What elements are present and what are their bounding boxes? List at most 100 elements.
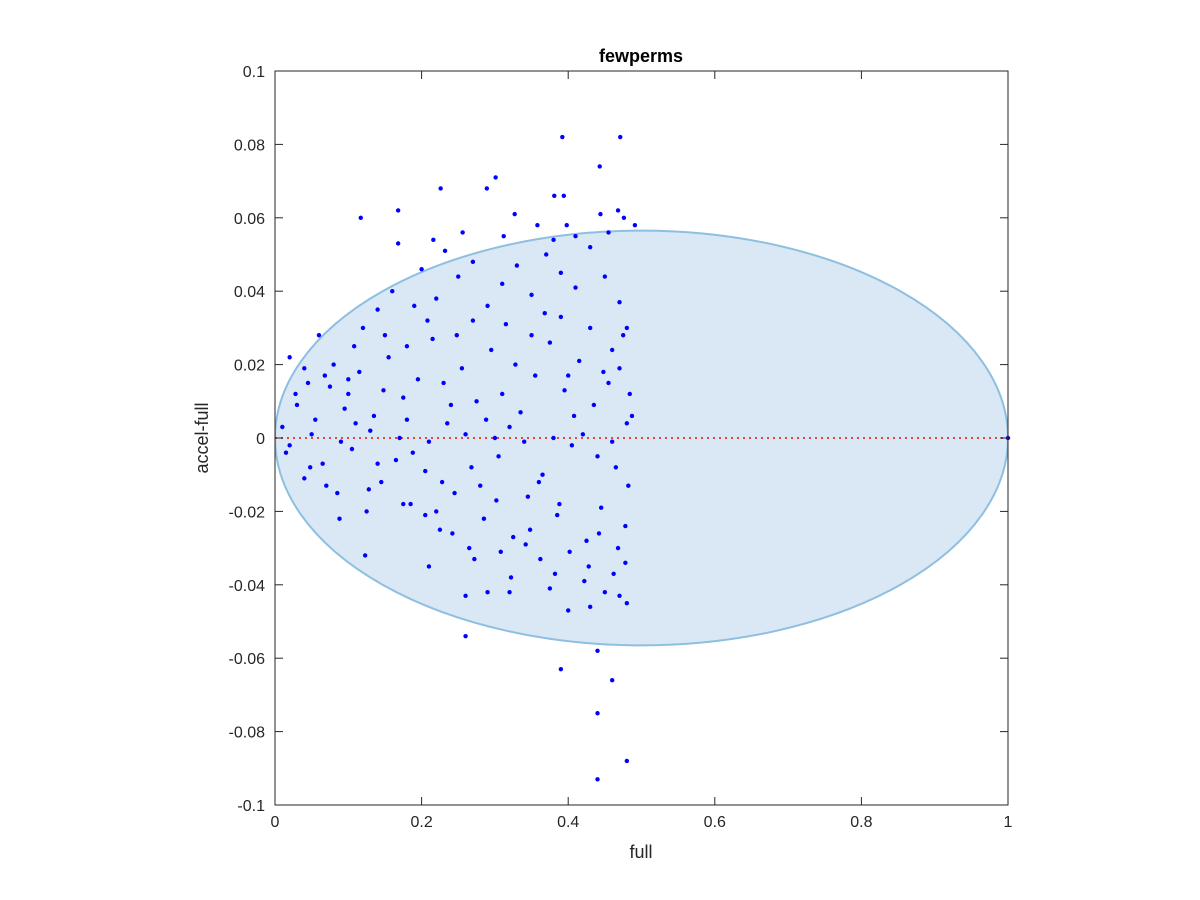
- data-point: [485, 303, 490, 309]
- data-point: [595, 777, 600, 782]
- data-point: [307, 465, 313, 470]
- data-point: [484, 186, 490, 191]
- data-point: [527, 527, 533, 532]
- data-point: [313, 417, 318, 422]
- data-point: [423, 468, 428, 474]
- data-point: [551, 237, 556, 243]
- data-point: [580, 432, 586, 437]
- data-point: [302, 476, 307, 481]
- data-point: [360, 325, 366, 331]
- data-point: [602, 274, 608, 279]
- data-point: [463, 633, 468, 639]
- data-point: [544, 252, 549, 257]
- data-point: [609, 347, 615, 353]
- data-point: [371, 413, 377, 419]
- data-point: [513, 362, 518, 367]
- data-point: [460, 230, 465, 235]
- data-point: [425, 318, 430, 323]
- data-point: [450, 531, 455, 536]
- data-point: [375, 307, 380, 312]
- data-point: [558, 270, 564, 276]
- data-point: [627, 391, 632, 397]
- y-tick-label: -0.04: [229, 578, 266, 595]
- data-point: [507, 424, 512, 430]
- data-point: [573, 233, 578, 239]
- data-point: [560, 134, 565, 140]
- data-point: [353, 421, 358, 426]
- data-point: [542, 311, 547, 316]
- data-point: [397, 435, 402, 441]
- data-point: [408, 501, 413, 507]
- data-point: [324, 483, 329, 488]
- data-point: [623, 523, 628, 529]
- data-point: [501, 233, 506, 239]
- data-point: [602, 589, 608, 595]
- data-point: [624, 421, 630, 426]
- data-point: [331, 362, 336, 367]
- x-tick-label: 1: [1004, 814, 1013, 831]
- data-point: [445, 421, 450, 426]
- data-point: [518, 410, 523, 415]
- data-point: [629, 413, 635, 419]
- data-point: [573, 285, 578, 290]
- y-tick-label: 0.1: [243, 64, 265, 81]
- data-point: [404, 344, 410, 349]
- data-point: [423, 512, 428, 518]
- data-point: [552, 193, 557, 198]
- y-tick-label: -0.06: [229, 651, 266, 668]
- data-point: [500, 391, 505, 397]
- data-point: [390, 289, 395, 294]
- data-point: [503, 322, 509, 327]
- y-tick-label: 0: [256, 431, 265, 448]
- data-point: [609, 439, 615, 444]
- y-tick-label: 0.08: [234, 137, 265, 154]
- data-point: [327, 384, 333, 389]
- data-point: [598, 211, 603, 217]
- data-point: [470, 259, 476, 265]
- data-point: [529, 292, 534, 298]
- data-point: [597, 164, 602, 169]
- data-point: [481, 516, 487, 521]
- data-point: [419, 266, 424, 272]
- data-point: [558, 314, 564, 320]
- data-point: [529, 333, 534, 338]
- data-point: [522, 439, 527, 444]
- y-axis-title: accel-full: [192, 402, 212, 473]
- data-point: [438, 186, 443, 191]
- data-point: [401, 395, 406, 400]
- data-point: [569, 443, 575, 448]
- data-point: [368, 428, 373, 433]
- data-point: [410, 450, 416, 455]
- data-point: [381, 388, 386, 393]
- data-point: [606, 230, 611, 235]
- data-point: [617, 300, 622, 305]
- data-point: [463, 593, 468, 599]
- data-point: [567, 549, 572, 554]
- data-point: [452, 490, 457, 496]
- data-point: [287, 355, 292, 360]
- data-point: [439, 479, 445, 485]
- data-point: [615, 208, 621, 213]
- data-point: [496, 454, 501, 459]
- data-point: [426, 564, 432, 569]
- data-point: [514, 263, 520, 268]
- data-point: [342, 406, 347, 411]
- data-point: [511, 534, 516, 540]
- data-point: [557, 501, 562, 507]
- data-point: [507, 589, 512, 595]
- data-point: [536, 479, 542, 485]
- data-point: [624, 758, 630, 764]
- data-point: [395, 208, 401, 213]
- data-point: [412, 303, 417, 309]
- data-point: [621, 215, 627, 220]
- y-tick-label: 0.02: [234, 358, 265, 375]
- data-point: [609, 678, 615, 683]
- data-point: [305, 380, 311, 386]
- data-point: [393, 457, 399, 463]
- data-point: [415, 377, 421, 382]
- data-point: [280, 424, 285, 430]
- data-point: [335, 490, 340, 496]
- data-point: [448, 402, 454, 408]
- data-point: [437, 527, 443, 532]
- data-point: [564, 222, 569, 228]
